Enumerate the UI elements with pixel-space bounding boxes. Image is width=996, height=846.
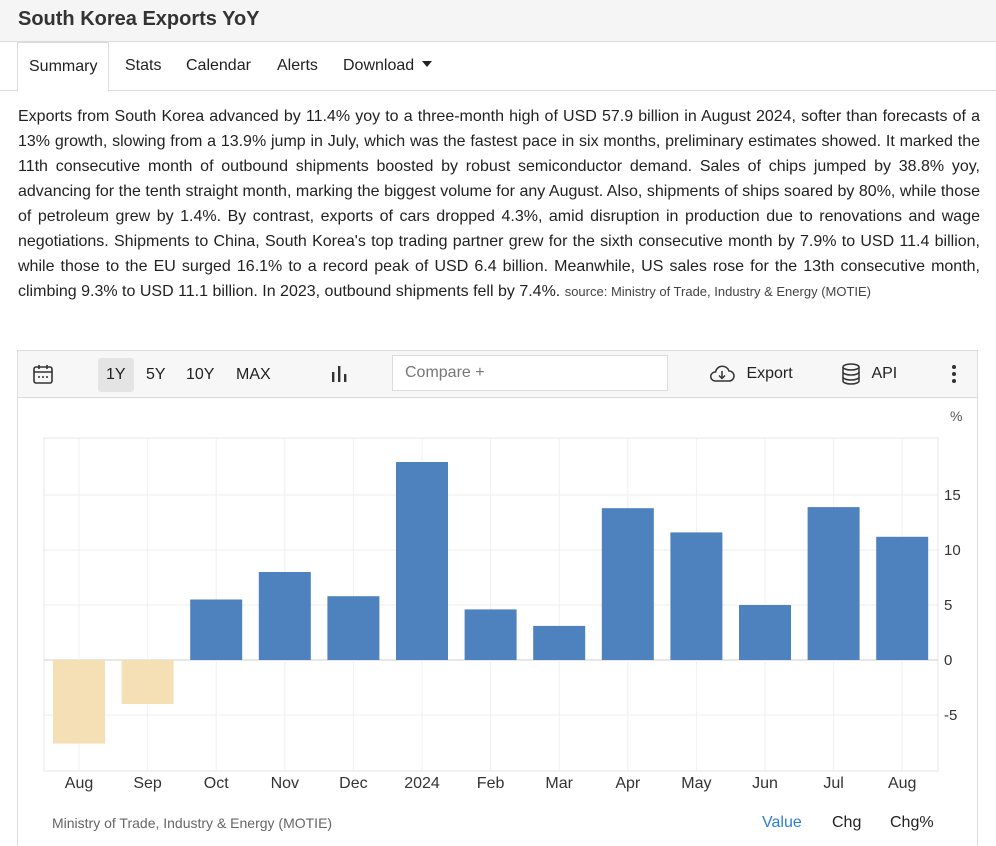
tab-stats[interactable]: Stats (125, 57, 162, 74)
tab-alerts[interactable]: Alerts (277, 57, 318, 74)
bar (601, 508, 654, 660)
summary-body: Exports from South Korea advanced by 11.… (18, 108, 980, 300)
bar (533, 625, 586, 660)
view-value-button[interactable]: Value (762, 814, 802, 831)
compare-input[interactable] (392, 355, 668, 391)
y-tick-label: -5 (944, 707, 957, 724)
bar (53, 660, 105, 744)
page-title: South Korea Exports YoY (18, 8, 260, 30)
chart-panel: 1Y 5Y 10Y MAX Export (17, 350, 978, 846)
cloud-download-icon (710, 365, 735, 382)
export-label: Export (746, 365, 793, 382)
y-tick-label: 10 (944, 542, 961, 559)
x-tick-label: Jul (823, 775, 843, 792)
x-tick-label: 2024 (404, 775, 440, 792)
bar (739, 605, 791, 660)
bar (327, 596, 380, 660)
x-tick-label: Mar (545, 775, 573, 792)
summary-text: Exports from South Korea advanced by 11.… (18, 104, 980, 304)
more-vertical-icon[interactable] (950, 364, 958, 389)
chevron-down-icon (422, 60, 433, 67)
x-tick-label: Nov (271, 775, 299, 792)
bar (807, 507, 860, 660)
y-tick-label: 15 (944, 487, 961, 504)
x-tick-label: Sep (133, 775, 162, 792)
y-tick-label: 0 (944, 652, 952, 669)
api-button[interactable]: API (841, 362, 897, 386)
tab-bar: Summary Stats Calendar Alerts Download (0, 42, 996, 92)
export-button[interactable]: Export (708, 363, 793, 385)
x-tick-label: Dec (339, 775, 367, 792)
bar (670, 532, 723, 660)
range-max-button[interactable]: MAX (236, 366, 271, 383)
range-10y-button[interactable]: 10Y (186, 366, 215, 383)
y-tick-label: 5 (944, 597, 952, 614)
chart-source: Ministry of Trade, Industry & Energy (MO… (52, 815, 333, 831)
x-tick-label: May (681, 775, 711, 792)
bar-chart-icon[interactable] (330, 364, 350, 389)
x-tick-label: Apr (615, 775, 641, 792)
tab-download[interactable]: Download (343, 42, 433, 90)
title-bar: South Korea Exports YoY (0, 0, 996, 42)
tab-summary[interactable]: Summary (17, 42, 110, 92)
bar (121, 660, 174, 704)
summary-source: source: Ministry of Trade, Industry & En… (564, 284, 872, 299)
bar (464, 609, 517, 660)
calendar-icon[interactable] (32, 363, 54, 390)
chart-toolbar: 1Y 5Y 10Y MAX Export (18, 351, 977, 398)
bar (190, 599, 243, 660)
tab-download-label: Download (343, 57, 415, 74)
view-chg-percent-button[interactable]: Chg% (890, 814, 934, 831)
x-tick-label: Aug (888, 775, 916, 792)
x-tick-label: Aug (65, 775, 93, 792)
api-label: API (871, 365, 898, 382)
tab-calendar[interactable]: Calendar (186, 57, 251, 74)
y-unit-label: % (950, 408, 962, 424)
view-chg-button[interactable]: Chg (832, 814, 862, 831)
bar (396, 462, 448, 660)
x-tick-label: Jun (752, 775, 778, 792)
x-tick-label: Feb (477, 775, 505, 792)
range-1y-button[interactable]: 1Y (98, 358, 134, 392)
range-5y-button[interactable]: 5Y (146, 366, 166, 383)
bar (258, 572, 311, 660)
bar (876, 536, 929, 660)
database-icon (842, 363, 860, 385)
x-tick-label: Oct (204, 775, 229, 792)
